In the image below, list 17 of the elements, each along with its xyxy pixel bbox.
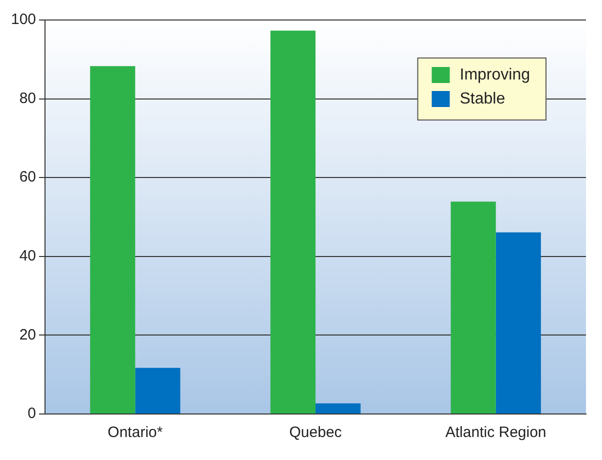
x-tick-label: Ontario*	[108, 424, 163, 442]
bar	[316, 403, 361, 414]
y-tick-label: 0	[28, 405, 36, 422]
bar	[270, 30, 316, 414]
y-tick-label: 60	[19, 168, 36, 186]
bar	[90, 66, 136, 414]
bar	[450, 202, 496, 414]
bar	[135, 368, 180, 414]
y-tick-label: 100	[10, 11, 36, 28]
y-tick-label: 20	[19, 326, 36, 344]
x-tick-label: Quebec	[289, 424, 342, 442]
bar	[496, 232, 541, 414]
legend-label: Stable	[460, 90, 506, 108]
legend-label: Improving	[460, 66, 530, 84]
y-tick-label: 40	[19, 248, 36, 265]
y-tick-label: 80	[19, 90, 36, 107]
x-tick-label: Atlantic Region	[445, 424, 546, 442]
